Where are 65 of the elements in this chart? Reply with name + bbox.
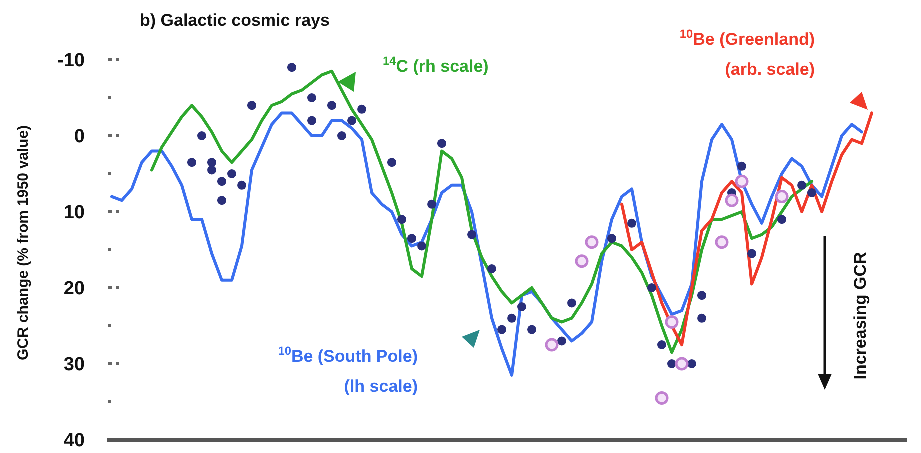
point — [228, 170, 236, 178]
point — [208, 158, 216, 168]
chart-title: b) Galactic cosmic rays — [140, 11, 330, 30]
point — [198, 132, 206, 140]
point — [388, 158, 396, 168]
point — [655, 391, 669, 405]
point — [428, 200, 436, 209]
point — [608, 234, 616, 244]
point — [288, 63, 296, 72]
point — [698, 314, 706, 323]
point — [735, 174, 749, 188]
point — [798, 180, 806, 190]
point — [358, 104, 366, 114]
point — [208, 166, 216, 175]
point — [715, 236, 729, 250]
point — [248, 101, 256, 110]
y-tick-label: 20 — [64, 278, 85, 300]
point — [698, 291, 706, 300]
text: $^{10}$Be (South Pole) (lh scale) — [278, 344, 418, 396]
point — [738, 162, 746, 171]
point — [398, 215, 406, 224]
point — [585, 236, 599, 250]
point — [408, 234, 416, 244]
point — [688, 360, 696, 368]
point — [775, 190, 789, 204]
y-tick-label: 0 — [74, 126, 85, 148]
point — [238, 180, 246, 190]
point — [508, 314, 516, 323]
point — [338, 132, 346, 140]
point — [648, 284, 656, 292]
point — [558, 336, 566, 346]
point — [348, 116, 356, 126]
point — [668, 360, 676, 368]
y-axis-title: GCR change (% from 1950 value) — [15, 125, 32, 361]
point — [328, 101, 336, 110]
point — [675, 357, 689, 371]
point — [658, 340, 666, 350]
point — [808, 188, 816, 198]
point — [725, 194, 739, 208]
point — [468, 230, 476, 240]
point — [308, 116, 316, 126]
text: $^{10}$Be (Greenland) (arb. scale) — [680, 27, 815, 79]
y-tick-label: 30 — [64, 354, 85, 376]
y-tick-label: -10 — [58, 50, 85, 72]
y-tick-label: 40 — [64, 430, 85, 452]
point — [188, 158, 196, 168]
y-tick-label: 10 — [64, 202, 85, 224]
point — [528, 325, 536, 334]
point — [498, 325, 506, 334]
point — [748, 249, 756, 258]
point — [575, 254, 589, 268]
point — [438, 139, 446, 148]
point — [218, 177, 226, 186]
annotation: Increasing GCR — [851, 252, 870, 380]
point — [218, 196, 226, 206]
point — [568, 298, 576, 308]
point — [665, 315, 679, 329]
point — [778, 215, 786, 224]
text: $^{14}$C (rh scale) — [383, 54, 489, 76]
point — [308, 94, 316, 102]
point — [418, 242, 426, 251]
point — [628, 218, 636, 228]
point — [518, 302, 526, 312]
point — [488, 264, 496, 274]
point — [545, 338, 559, 352]
